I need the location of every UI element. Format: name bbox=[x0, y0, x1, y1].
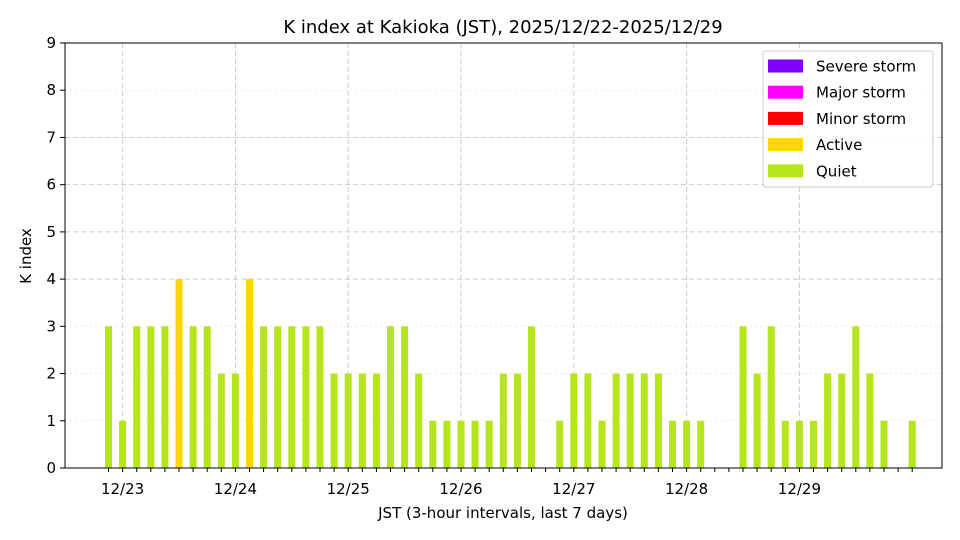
bar bbox=[288, 326, 296, 468]
bar bbox=[781, 420, 789, 468]
bar bbox=[697, 420, 705, 468]
legend-label: Severe storm bbox=[816, 58, 916, 76]
legend: Severe storm Major storm Minor storm Active… bbox=[762, 50, 934, 188]
y-axis-label: K index bbox=[17, 228, 35, 284]
bar bbox=[880, 420, 888, 468]
bar bbox=[415, 373, 423, 468]
y-tick-label: 9 bbox=[46, 34, 56, 52]
bar bbox=[246, 279, 253, 468]
bar bbox=[838, 373, 846, 468]
legend-swatch bbox=[768, 85, 803, 99]
bar bbox=[316, 326, 324, 468]
bar bbox=[824, 373, 832, 468]
bar bbox=[570, 373, 578, 468]
bars bbox=[105, 279, 916, 468]
bar bbox=[795, 420, 803, 468]
bar bbox=[626, 373, 634, 468]
legend-label: Major storm bbox=[816, 84, 906, 102]
bar bbox=[556, 420, 564, 468]
bar bbox=[640, 373, 648, 468]
chart-title: K index at Kakioka (JST), 2025/12/22-202… bbox=[283, 17, 722, 38]
bar bbox=[330, 373, 338, 468]
bar bbox=[429, 420, 437, 468]
bar bbox=[203, 326, 211, 468]
y-tick-label: 4 bbox=[46, 270, 56, 288]
bar bbox=[767, 326, 775, 468]
x-tick-label: 12/26 bbox=[439, 480, 482, 498]
bar bbox=[358, 373, 366, 468]
bar bbox=[866, 373, 874, 468]
legend-swatch bbox=[768, 138, 803, 152]
x-tick-label: 12/23 bbox=[101, 480, 144, 498]
bar bbox=[753, 373, 761, 468]
bar bbox=[147, 326, 155, 468]
bar bbox=[217, 373, 225, 468]
bar bbox=[499, 373, 507, 468]
bar bbox=[302, 326, 310, 468]
bar bbox=[612, 373, 620, 468]
bar bbox=[908, 420, 916, 468]
bar bbox=[260, 326, 268, 468]
bar bbox=[457, 420, 465, 468]
y-tick-label: 2 bbox=[46, 365, 56, 383]
y-tick-label: 1 bbox=[46, 412, 56, 430]
bar bbox=[669, 420, 676, 468]
x-tick-label: 12/28 bbox=[665, 480, 708, 498]
bar bbox=[584, 373, 592, 468]
legend-swatch bbox=[768, 164, 803, 178]
y-tick-label: 5 bbox=[46, 223, 56, 241]
x-tick-label: 12/29 bbox=[778, 480, 821, 498]
bar bbox=[485, 420, 493, 468]
bar bbox=[528, 326, 535, 468]
bar bbox=[119, 420, 127, 468]
legend-box bbox=[762, 50, 934, 188]
legend-label: Quiet bbox=[816, 162, 857, 180]
y-tick-label: 3 bbox=[46, 317, 56, 335]
x-axis-label: JST (3-hour intervals, last 7 days) bbox=[377, 504, 628, 522]
bar bbox=[105, 326, 112, 468]
y-tick-label: 8 bbox=[46, 81, 56, 99]
bar bbox=[133, 326, 141, 468]
legend-label: Minor storm bbox=[816, 110, 906, 128]
bar bbox=[344, 373, 352, 468]
bar bbox=[189, 326, 197, 468]
y-tick-label: 6 bbox=[46, 176, 56, 194]
bar bbox=[513, 373, 521, 468]
y-tick-label: 0 bbox=[46, 459, 56, 477]
bar bbox=[175, 279, 183, 468]
bar bbox=[852, 326, 860, 468]
x-axis-ticks: 12/23 12/24 12/25 12/26 12/27 12/28 12/29 bbox=[101, 468, 913, 498]
bar bbox=[401, 326, 409, 468]
bar bbox=[387, 326, 394, 468]
bar bbox=[161, 326, 169, 468]
bar bbox=[443, 420, 451, 468]
bar bbox=[654, 373, 662, 468]
legend-swatch bbox=[768, 111, 803, 125]
bar bbox=[683, 420, 691, 468]
legend-label: Active bbox=[816, 136, 862, 154]
bar bbox=[471, 420, 479, 468]
x-tick-label: 12/27 bbox=[552, 480, 595, 498]
bar bbox=[739, 326, 747, 468]
bar bbox=[231, 373, 239, 468]
x-tick-label: 12/25 bbox=[327, 480, 370, 498]
legend-swatch bbox=[768, 59, 803, 73]
bar bbox=[810, 420, 817, 468]
y-axis-ticks: 0 1 2 3 4 5 6 7 8 9 bbox=[46, 34, 65, 477]
y-tick-label: 7 bbox=[46, 128, 56, 146]
bar bbox=[598, 420, 606, 468]
bar bbox=[274, 326, 282, 468]
x-tick-label: 12/24 bbox=[214, 480, 257, 498]
bar bbox=[372, 373, 380, 468]
